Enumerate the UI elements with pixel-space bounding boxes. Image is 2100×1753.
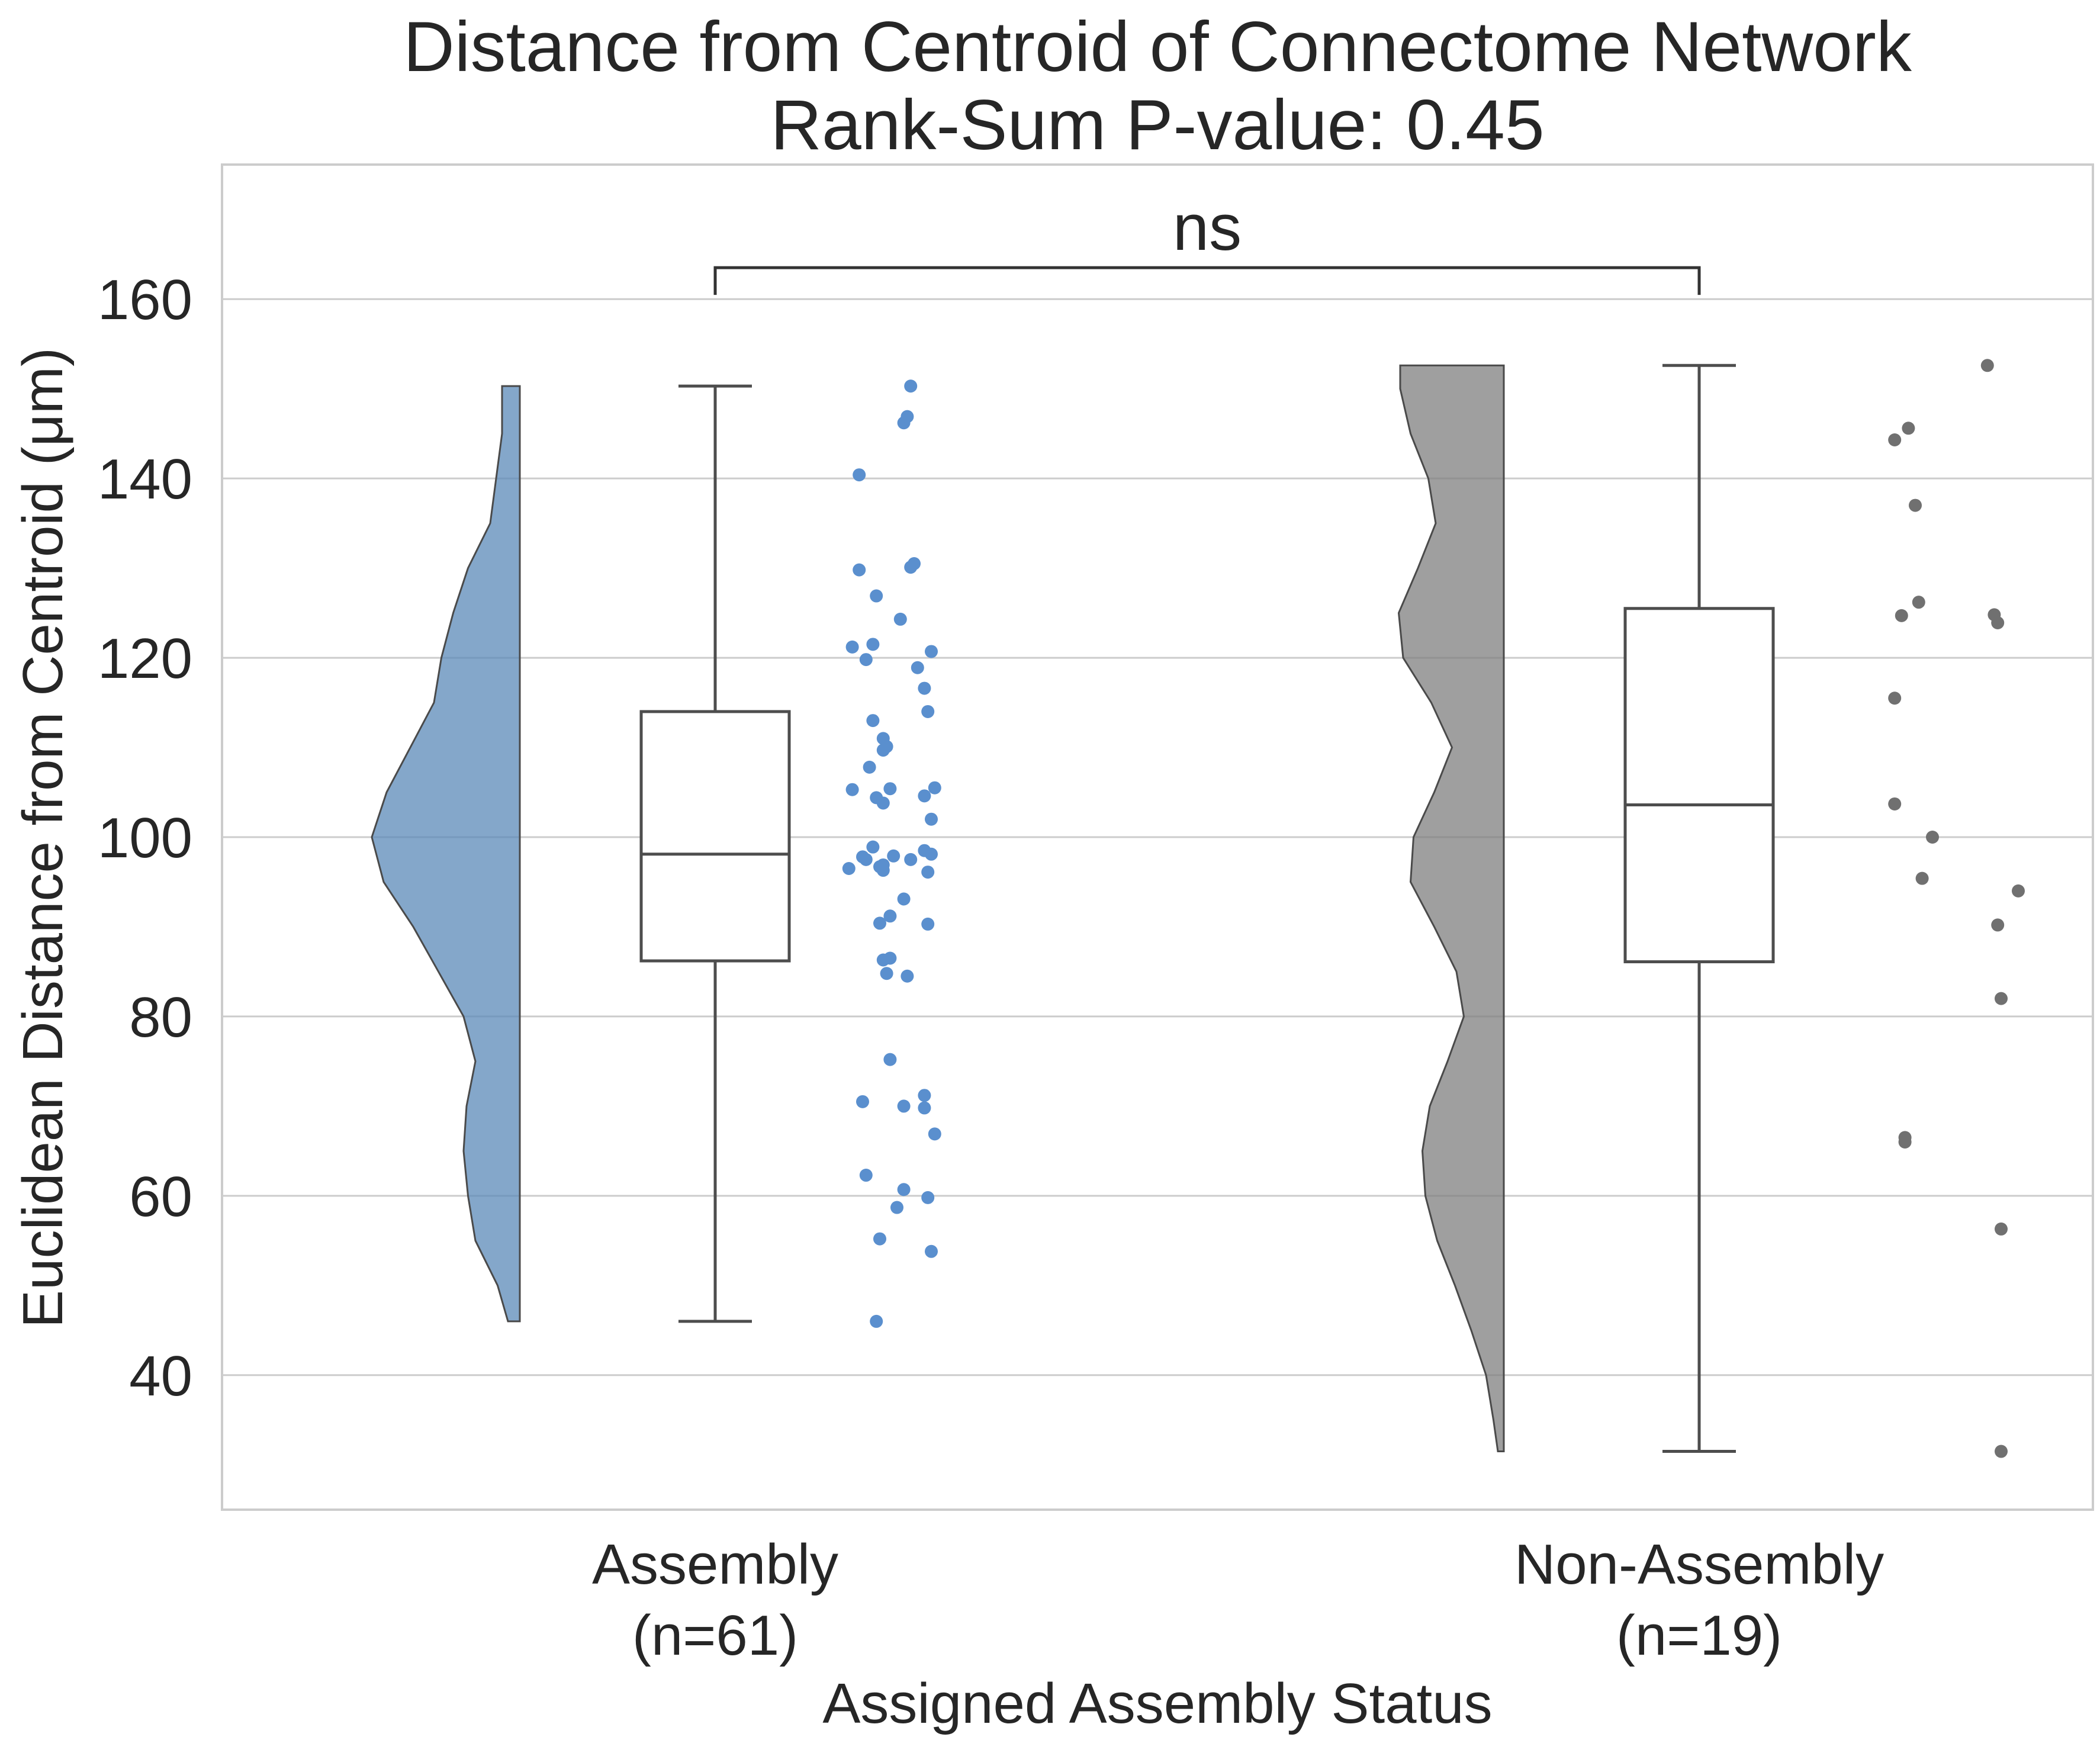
data-point [876,864,890,877]
data-point [897,1099,911,1113]
data-point [918,1101,931,1115]
data-point [928,781,941,795]
data-point [908,557,921,571]
data-point [921,866,935,879]
data-point [856,1095,869,1108]
data-point [880,967,893,980]
data-point [925,645,938,658]
data-point [893,612,907,626]
data-point [1888,797,1902,810]
data-point [1895,609,1908,622]
data-point [1991,616,2005,629]
y-axis-label: Euclidean Distance from Centroid (μm) [11,348,75,1328]
data-point [842,862,856,876]
density-half-violin [371,385,521,1323]
data-point [1888,433,1902,447]
group-1 [1397,359,2025,1458]
data-point [901,969,914,983]
data-point [853,468,866,482]
x-tick-count: (n=19) [1616,1604,1782,1667]
data-point [887,849,901,863]
data-point [897,1183,911,1196]
data-point [845,783,859,796]
y-tick-label: 120 [98,627,192,690]
y-tick-label: 40 [129,1344,192,1408]
data-point [866,714,880,728]
data-point [853,563,866,577]
data-point [1926,831,1939,844]
x-tick-label: Assembly [592,1533,838,1596]
data-point [876,796,890,810]
data-point [1995,992,2008,1005]
data-point [859,1169,873,1182]
x-tick-label: Non-Assembly [1514,1533,1884,1596]
data-point [876,744,890,757]
data-point [904,379,918,393]
data-point [859,653,873,667]
data-point [873,1232,886,1246]
data-point [925,847,938,861]
data-point [1995,1222,2008,1236]
data-point [883,1053,897,1066]
chart-title: Distance from Centroid of Connectome Net… [403,7,1912,86]
data-point [870,589,883,603]
significance-label: ns [1173,191,1242,264]
data-point [1888,691,1902,705]
data-point [1980,359,1994,372]
data-point [870,1314,883,1328]
data-point [921,917,935,931]
data-point [859,853,873,866]
data-point [1995,1445,2008,1458]
data-point [921,705,935,718]
data-point [1902,422,1915,435]
data-point [863,760,876,774]
data-point [883,782,897,796]
data-point [2012,884,2025,898]
data-point [890,1201,903,1214]
groups-layer [371,359,2025,1458]
data-point [921,1191,935,1204]
data-point [901,410,914,423]
y-tick-labels: 40 60 80 100 120 140 160 [98,268,192,1408]
density-half-violin [1397,364,1505,1453]
y-tick-label: 60 [129,1165,192,1228]
chart-subtitle: Rank-Sum P-value: 0.45 [770,85,1544,165]
data-point [911,661,924,674]
data-point [918,1089,931,1102]
data-point [1909,498,1922,512]
y-tick-label: 80 [129,986,192,1049]
data-point [1915,871,1929,885]
data-point [904,853,918,866]
x-tick-count: (n=61) [632,1604,798,1667]
y-tick-label: 160 [98,268,192,332]
data-point [925,812,938,826]
data-point [918,789,931,803]
data-point [1912,596,1925,609]
data-point [897,892,911,906]
x-tick-labels: Assembly (n=61) Non-Assembly (n=19) [592,1533,1884,1667]
data-point [845,640,859,654]
data-point [1991,918,2005,932]
data-point [1898,1135,1912,1149]
significance-bracket: ns [713,191,1701,295]
data-point [883,951,897,965]
significance-bracket-line [713,266,1701,295]
data-point [866,638,880,651]
data-point [928,1127,941,1141]
y-tick-label: 140 [98,448,192,511]
gridlines [222,298,2093,1376]
group-0 [371,379,941,1328]
x-axis-label: Assigned Assembly Status [822,1672,1492,1735]
data-point [918,681,931,695]
data-point [925,1244,938,1258]
data-point [866,840,880,854]
box-iqr [1623,607,1775,964]
box-iqr [639,710,791,963]
data-point [883,909,897,923]
data-point [873,916,886,930]
y-tick-label: 100 [98,806,192,870]
